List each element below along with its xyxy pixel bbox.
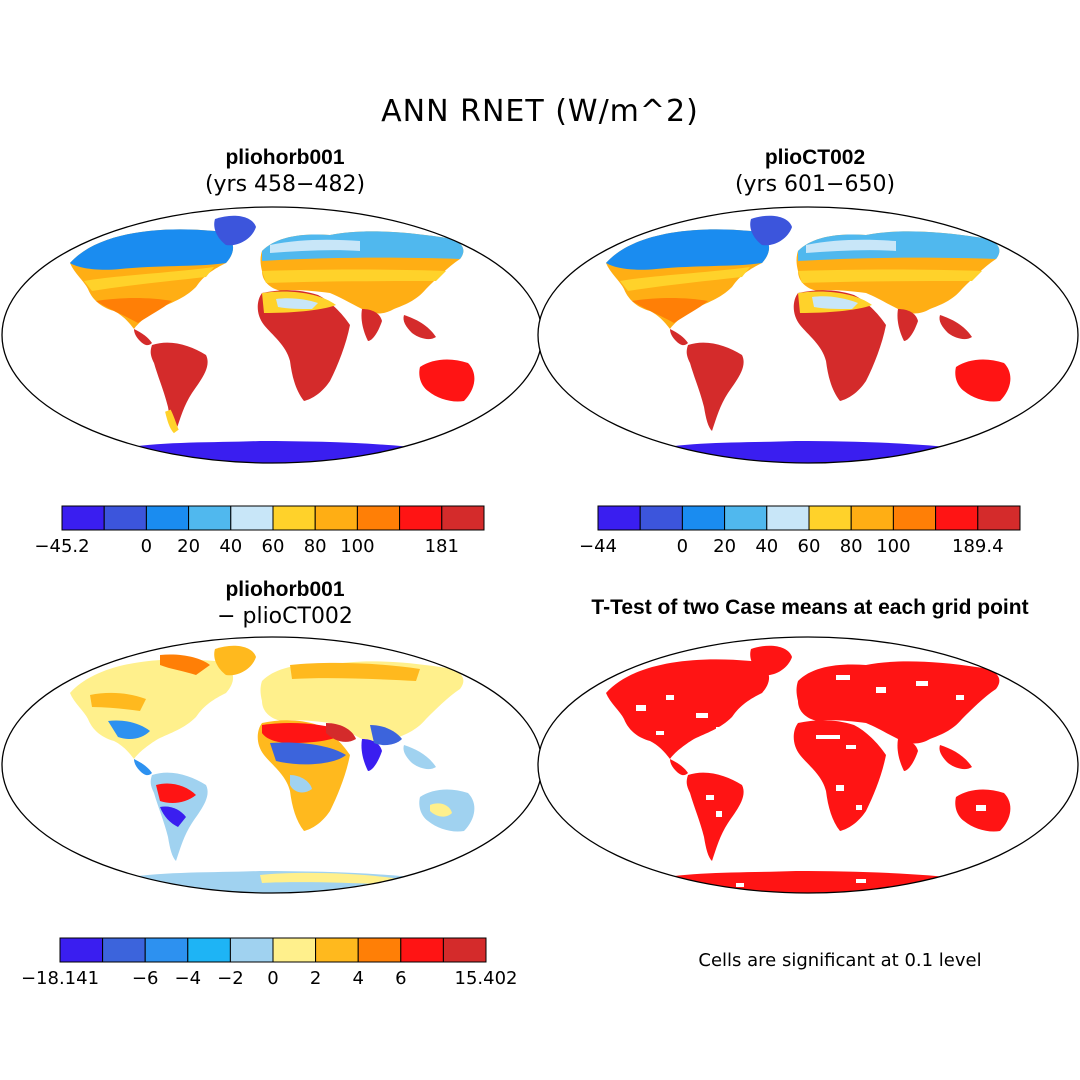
colorbar-tick-label: −44 bbox=[579, 536, 617, 557]
colorbar-swatch bbox=[357, 937, 402, 963]
colorbar-tick-label: 0 bbox=[267, 968, 278, 989]
colorbar-swatch bbox=[230, 505, 274, 531]
panel-3-title: pliohorb001 bbox=[225, 578, 345, 601]
colorbar-swatch bbox=[399, 505, 443, 531]
significance-note: Cells are significant at 0.1 level bbox=[698, 950, 982, 971]
colorbar-swatch bbox=[314, 505, 358, 531]
colorbar-swatch bbox=[272, 505, 316, 531]
colorbar-swatch bbox=[597, 505, 641, 531]
panel-1-subtitle: (yrs 458−482) bbox=[204, 172, 366, 197]
colorbar-swatch bbox=[315, 937, 359, 963]
panel-1-title: pliohorb001 bbox=[225, 146, 345, 169]
map-panel-1 bbox=[1, 206, 543, 464]
colorbar-tick-label: 80 bbox=[840, 536, 863, 557]
colorbar-tick-label: 0 bbox=[141, 536, 152, 557]
colorbar-swatch bbox=[808, 505, 852, 531]
colorbar-swatch bbox=[441, 505, 485, 531]
colorbar-swatch bbox=[187, 937, 231, 963]
colorbar-swatch bbox=[766, 505, 810, 531]
colorbar-tick-label: 100 bbox=[876, 536, 910, 557]
colorbar-tick-label: −4 bbox=[175, 968, 202, 989]
colorbar-tick-label: 0 bbox=[677, 536, 688, 557]
colorbar-panel-3: −18.141 −6 −4 −2 0 2 4 6 15.402 bbox=[21, 937, 518, 989]
colorbar-tick-label: 181 bbox=[425, 536, 459, 557]
colorbar-swatch bbox=[400, 937, 444, 963]
colorbar-swatch bbox=[188, 505, 232, 531]
panel-2-title: plioCT002 bbox=[764, 146, 866, 169]
colorbar-swatch bbox=[356, 505, 401, 531]
colorbar-swatch bbox=[724, 505, 768, 531]
colorbar-swatch bbox=[145, 505, 190, 531]
colorbar-tick-label: 40 bbox=[219, 536, 242, 557]
colorbar-tick-label: 60 bbox=[262, 536, 285, 557]
colorbar-swatch bbox=[639, 505, 683, 531]
colorbar-tick-label: −45.2 bbox=[34, 536, 89, 557]
colorbar-tick-label: 189.4 bbox=[952, 536, 1004, 557]
colorbar-tick-label: 100 bbox=[340, 536, 374, 557]
colorbar-swatch bbox=[850, 505, 894, 531]
colorbar-swatch bbox=[442, 937, 487, 963]
colorbar-tick-label: −2 bbox=[217, 968, 244, 989]
panel-2-subtitle: (yrs 601−650) bbox=[734, 172, 896, 197]
colorbar-swatch bbox=[103, 505, 147, 531]
colorbar-swatch bbox=[61, 505, 105, 531]
colorbar-swatch bbox=[272, 937, 317, 963]
colorbar-tick-label: −18.141 bbox=[21, 968, 99, 989]
main-title: ANN RNET (W/m^2) bbox=[381, 94, 699, 129]
colorbar-tick-label: 80 bbox=[304, 536, 327, 557]
colorbar-tick-label: 4 bbox=[352, 968, 363, 989]
map-panel-4 bbox=[537, 636, 1079, 894]
colorbar-tick-label: 20 bbox=[177, 536, 200, 557]
colorbar-swatch bbox=[935, 505, 979, 531]
colorbar-tick-label: 2 bbox=[310, 968, 321, 989]
panel-4-title: T-Test of two Case means at each grid po… bbox=[591, 596, 1029, 619]
colorbar-panel-2: −44 0 20 40 60 80 100 189.4 bbox=[579, 505, 1021, 557]
colorbar-swatch bbox=[977, 505, 1021, 531]
map-panel-2 bbox=[537, 206, 1079, 464]
colorbar-tick-label: 60 bbox=[798, 536, 821, 557]
colorbar-swatch bbox=[102, 937, 146, 963]
map-panel-3 bbox=[1, 636, 543, 894]
colorbar-swatch bbox=[229, 937, 274, 963]
colorbar-panel-1: −45.2 0 20 40 60 80 100 181 bbox=[34, 505, 485, 557]
colorbar-swatch bbox=[59, 937, 104, 963]
colorbar-swatch bbox=[892, 505, 937, 531]
colorbar-swatch bbox=[681, 505, 726, 531]
colorbar-tick-label: 20 bbox=[713, 536, 736, 557]
panel-3-subtitle: − plioCT002 bbox=[217, 604, 353, 629]
colorbar-tick-label: 6 bbox=[395, 968, 406, 989]
colorbar-tick-label: 15.402 bbox=[455, 968, 518, 989]
colorbar-swatch bbox=[144, 937, 189, 963]
colorbar-tick-label: 40 bbox=[755, 536, 778, 557]
colorbar-tick-label: −6 bbox=[132, 968, 159, 989]
